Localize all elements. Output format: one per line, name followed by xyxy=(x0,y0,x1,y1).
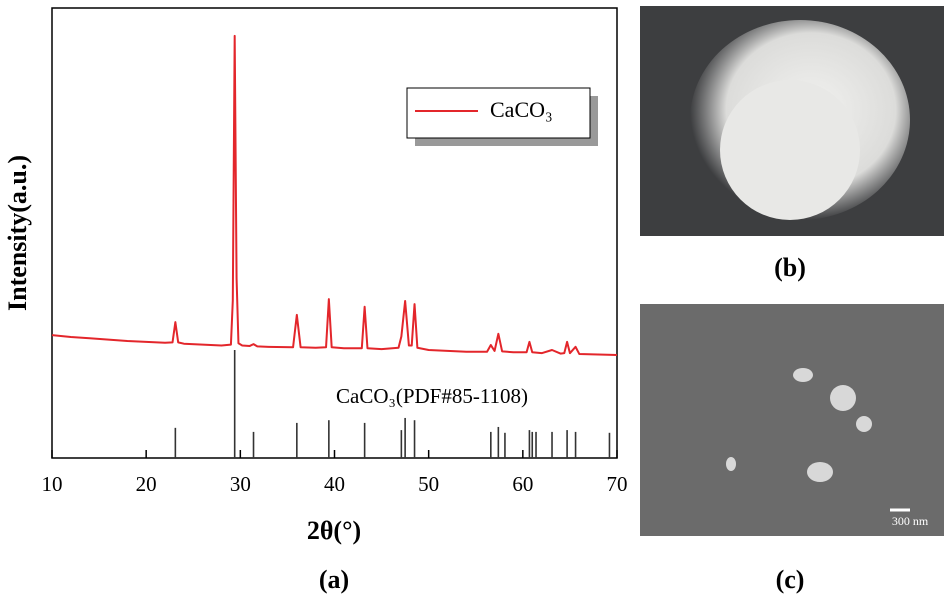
scale-bar-label: 300 nm xyxy=(892,514,929,528)
plot-frame xyxy=(51,7,618,459)
particles xyxy=(726,368,872,482)
data-line xyxy=(51,34,618,356)
sem-image xyxy=(640,304,944,536)
powder xyxy=(720,80,860,220)
legend-label: CaCO₃ xyxy=(490,97,553,122)
x-axis-label: 2θ(°) xyxy=(307,516,361,545)
x-tick-label: 10 xyxy=(42,472,63,496)
y-axis-label: Intensity(a.u.) xyxy=(3,155,32,311)
x-tick-label: 40 xyxy=(324,472,345,496)
x-tick-label: 30 xyxy=(230,472,251,496)
legend-box xyxy=(406,87,591,139)
panel-label: (b) xyxy=(774,253,806,282)
panel-label: (c) xyxy=(776,565,805,594)
x-tick-label: 70 xyxy=(607,472,628,496)
x-tick-label: 60 xyxy=(512,472,533,496)
panel-label: (a) xyxy=(319,565,349,594)
x-tick-label: 50 xyxy=(418,472,439,496)
x-tick-label: 20 xyxy=(136,472,157,496)
reference-label: CaCO₃(PDF#85-1108) xyxy=(336,384,528,408)
